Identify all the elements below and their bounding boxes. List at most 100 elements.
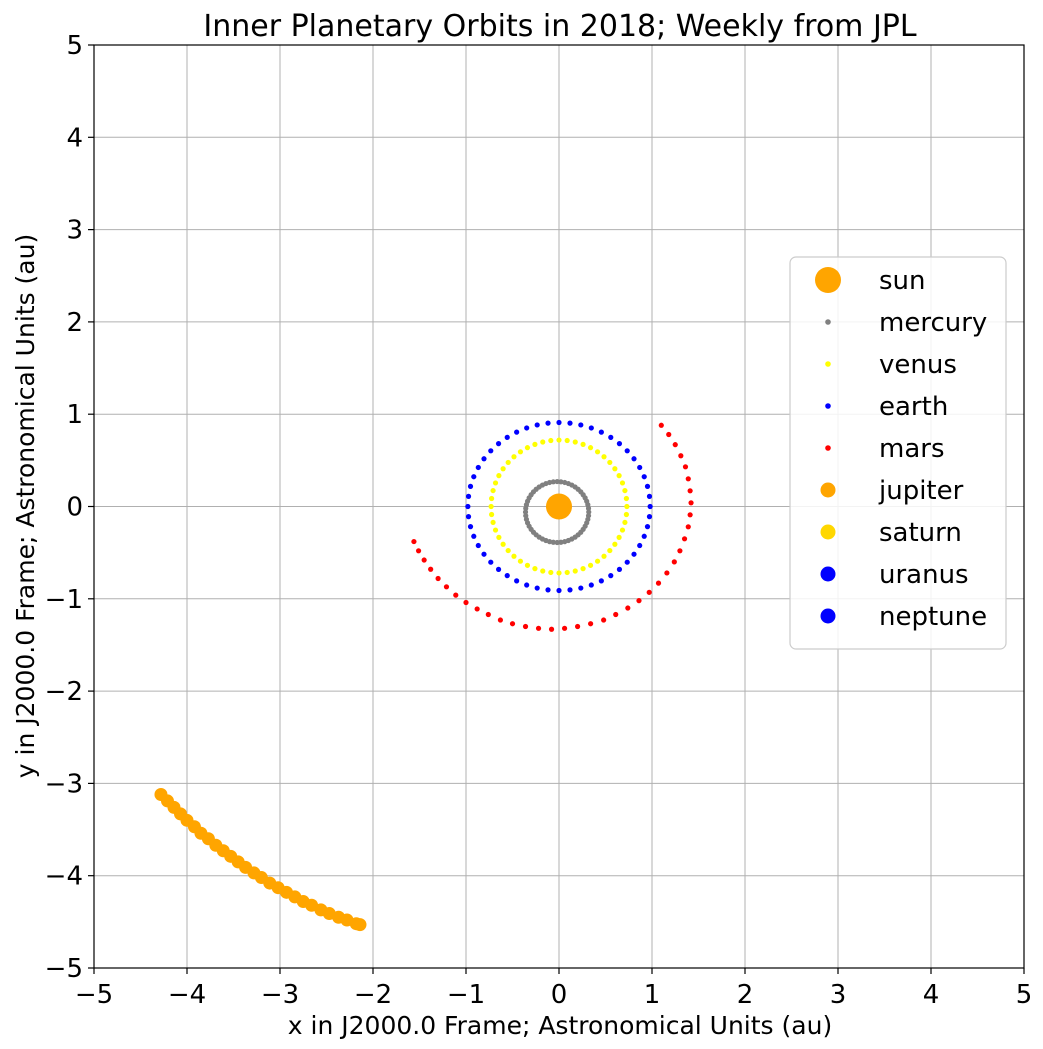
earth-point (567, 420, 573, 426)
venus-point (616, 473, 622, 479)
earth-point (637, 542, 643, 549)
sun-legend-label: sun (879, 266, 926, 296)
mars-point (474, 606, 480, 612)
y-tick-label: 5 (66, 31, 83, 61)
mars-point (688, 500, 694, 506)
earth-point (465, 493, 472, 499)
mercury-point (522, 509, 529, 515)
mars-point (453, 592, 459, 598)
legend-box (789, 256, 1007, 650)
earth-point (556, 587, 562, 594)
venus-point (511, 454, 517, 460)
earth-point (616, 566, 623, 572)
earth-point (465, 503, 471, 510)
mars-point (678, 453, 684, 459)
earth-point (504, 573, 510, 579)
venus-point (623, 511, 629, 518)
x-tick-label: −1 (447, 980, 485, 1010)
x-tick-label: 1 (644, 980, 661, 1010)
mars-point (636, 598, 642, 604)
mars-point (666, 431, 672, 438)
earth-point (646, 514, 653, 520)
neptune-legend-label: neptune (879, 602, 987, 632)
earth-point (534, 422, 540, 428)
earth-point (608, 573, 614, 579)
venus-point (524, 562, 531, 568)
venus-point (532, 566, 538, 572)
venus-point (619, 480, 626, 486)
venus-point (517, 449, 524, 455)
earth-point (545, 587, 551, 593)
y-tick-label: −4 (45, 862, 83, 892)
mars-point (415, 548, 422, 554)
earth-point (471, 533, 477, 539)
earth-point (495, 566, 502, 572)
mars-point (685, 524, 691, 530)
venus-point (580, 441, 586, 447)
x-tick-label: −5 (75, 980, 113, 1010)
mars-point (588, 621, 594, 627)
earth-point (488, 559, 494, 565)
earth-point (644, 524, 651, 530)
mars-point (613, 611, 619, 618)
venus-point (572, 439, 578, 445)
y-tick-label: 1 (66, 400, 83, 430)
venus-point (500, 541, 506, 547)
mars-point (658, 422, 664, 428)
earth-point (578, 422, 584, 428)
mars-legend-label: mars (879, 434, 945, 464)
mars-point (664, 570, 670, 576)
y-tick-label: 0 (66, 493, 83, 523)
earth-point (488, 448, 494, 454)
venus-point (517, 558, 524, 564)
venus-point (572, 568, 578, 574)
earth-point (588, 582, 594, 588)
earth-point (475, 464, 481, 471)
mars-point (677, 548, 683, 554)
venus-point (548, 569, 554, 576)
y-tick-label: −3 (45, 769, 83, 799)
venus-point (612, 466, 618, 472)
legend: sun mercury venus earth mars jupiter saturn ura… (789, 256, 1007, 650)
venus-point (564, 437, 570, 444)
earth-point (646, 493, 653, 499)
venus-point (622, 487, 628, 494)
earth-point (647, 503, 653, 510)
mars-point (672, 442, 678, 448)
mars-point (485, 611, 491, 618)
mercury-point (586, 509, 592, 515)
venus-point (556, 437, 562, 443)
mercury-point (550, 539, 556, 545)
jupiter-legend-marker (820, 482, 836, 498)
mars-point (646, 589, 652, 595)
venus-point (524, 445, 531, 451)
y-tick-label: 3 (66, 216, 83, 246)
mars-point (509, 621, 516, 627)
venus-point (587, 562, 594, 568)
sun-point (546, 493, 572, 520)
earth-point (644, 483, 651, 489)
earth-point (471, 474, 477, 480)
sun-legend-marker (815, 267, 841, 293)
venus-point (556, 570, 562, 576)
mars-point (463, 599, 469, 606)
mercury-point (523, 505, 529, 511)
venus-point (496, 534, 502, 540)
jupiter-series (154, 787, 367, 932)
mercury-point (554, 478, 560, 485)
venus-point (490, 487, 496, 494)
earth-series (465, 419, 653, 594)
venus-point (612, 541, 618, 547)
earth-point (641, 474, 647, 480)
earth-point (598, 578, 604, 584)
earth-point (545, 420, 551, 426)
y-tick-label: −2 (45, 677, 83, 707)
venus-point (564, 569, 570, 576)
x-tick-label: −2 (354, 980, 392, 1010)
earth-point (624, 448, 630, 454)
earth-point (616, 441, 623, 447)
earth-point (481, 551, 487, 557)
mars-point (435, 575, 441, 582)
earth-point (534, 585, 540, 591)
